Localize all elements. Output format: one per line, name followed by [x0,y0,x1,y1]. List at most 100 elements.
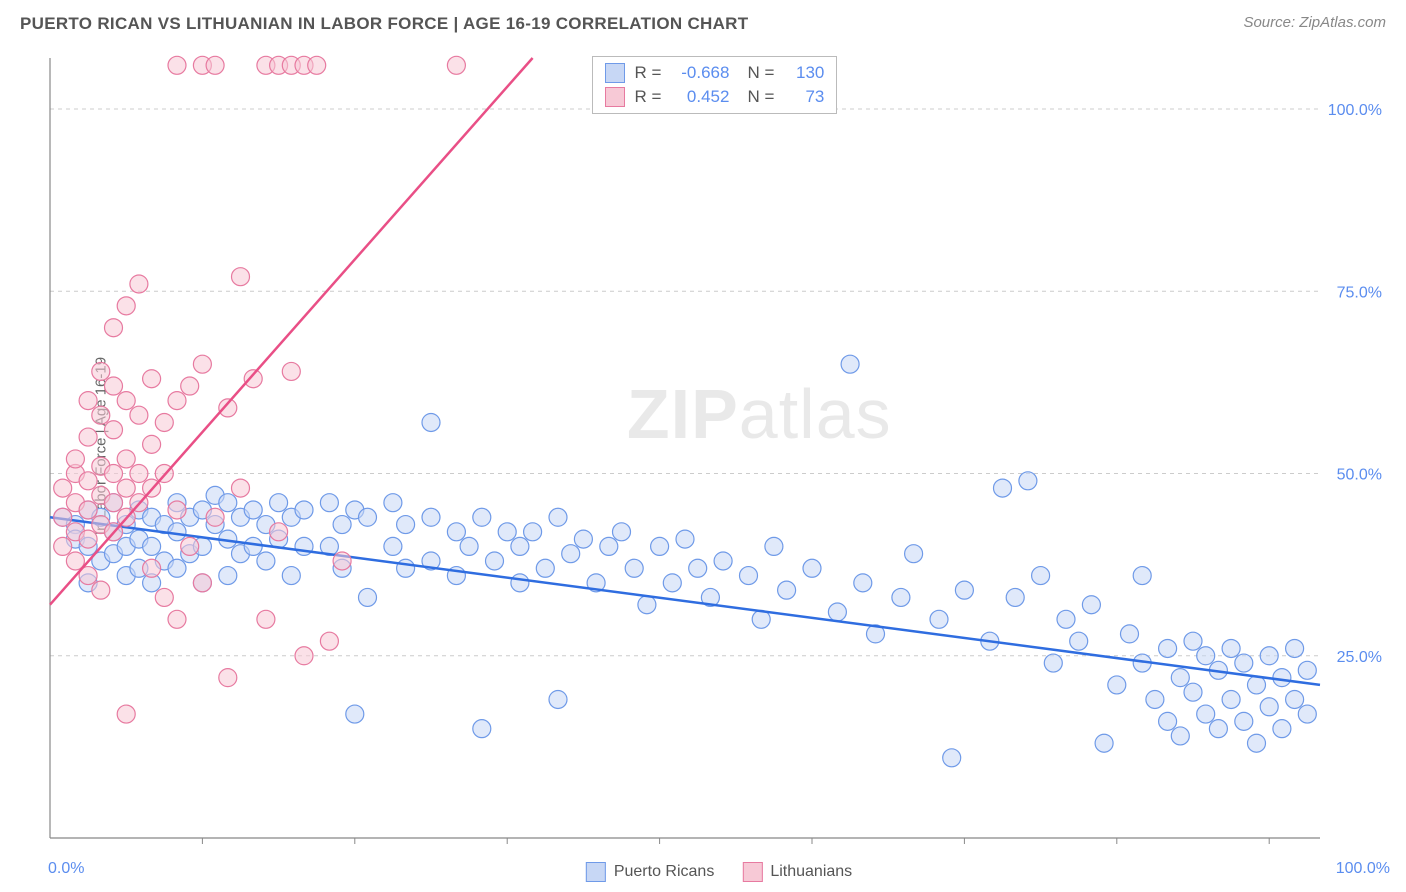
data-point [359,588,377,606]
data-point [1044,654,1062,672]
x-axis-min-label: 0.0% [48,860,84,878]
data-point [168,523,186,541]
data-point [384,537,402,555]
data-point [1159,639,1177,657]
data-point [244,370,262,388]
data-point [181,377,199,395]
data-point [117,392,135,410]
correlation-stats-box: R =-0.668N =130R =0.452N =73 [592,56,838,114]
data-point [1133,567,1151,585]
data-point [1248,734,1266,752]
r-value: 0.452 [671,87,729,107]
data-point [105,465,123,483]
data-point [79,501,97,519]
data-point [473,508,491,526]
data-point [1032,567,1050,585]
data-point [689,559,707,577]
data-point [1057,610,1075,628]
data-point [79,530,97,548]
data-point [244,537,262,555]
data-point [79,472,97,490]
data-point [282,362,300,380]
x-axis-max-label: 100.0% [1336,860,1390,878]
data-point [1286,639,1304,657]
data-point [1171,727,1189,745]
data-point [105,319,123,337]
data-point [676,530,694,548]
data-point [1108,676,1126,694]
data-point [1260,698,1278,716]
data-point [663,574,681,592]
data-point [143,559,161,577]
data-point [994,479,1012,497]
data-point [92,581,110,599]
data-point [333,552,351,570]
data-point [1082,596,1100,614]
data-point [384,494,402,512]
data-point [117,479,135,497]
data-point [765,537,783,555]
data-point [625,559,643,577]
data-point [1019,472,1037,490]
data-point [359,508,377,526]
data-point [803,559,821,577]
series-legend: Puerto RicansLithuanians [586,862,852,882]
data-point [232,479,250,497]
data-point [143,435,161,453]
legend-label: Lithuanians [770,863,852,881]
data-point [308,56,326,74]
data-point [1235,712,1253,730]
data-point [549,508,567,526]
data-point [740,567,758,585]
data-point [854,574,872,592]
data-point [778,581,796,599]
data-point [1273,720,1291,738]
data-point [1209,720,1227,738]
data-point [270,494,288,512]
data-point [79,428,97,446]
data-point [155,413,173,431]
data-point [193,355,211,373]
data-point [66,450,84,468]
data-point [193,574,211,592]
y-tick-label: 100.0% [1328,102,1382,119]
data-point [320,494,338,512]
data-point [168,392,186,410]
legend-item: Lithuanians [742,862,852,882]
data-point [257,552,275,570]
data-point [206,508,224,526]
data-point [143,537,161,555]
data-point [219,494,237,512]
data-point [955,581,973,599]
data-point [168,501,186,519]
legend-swatch [586,862,606,882]
data-point [219,567,237,585]
n-label: N = [747,87,774,107]
data-point [1286,690,1304,708]
data-point [574,530,592,548]
data-point [486,552,504,570]
y-tick-label: 50.0% [1337,467,1382,484]
data-point [181,537,199,555]
data-point [562,545,580,563]
data-point [92,406,110,424]
data-point [1146,690,1164,708]
data-point [1184,632,1202,650]
data-point [155,588,173,606]
data-point [333,516,351,534]
data-point [828,603,846,621]
data-point [511,537,529,555]
data-point [651,537,669,555]
data-point [422,508,440,526]
data-point [905,545,923,563]
data-point [600,537,618,555]
data-point [1197,705,1215,723]
data-point [130,406,148,424]
data-point [105,421,123,439]
data-point [105,377,123,395]
data-point [549,690,567,708]
data-point [295,501,313,519]
n-label: N = [747,63,774,83]
stat-row: R =-0.668N =130 [593,61,837,85]
r-label: R = [635,63,662,83]
